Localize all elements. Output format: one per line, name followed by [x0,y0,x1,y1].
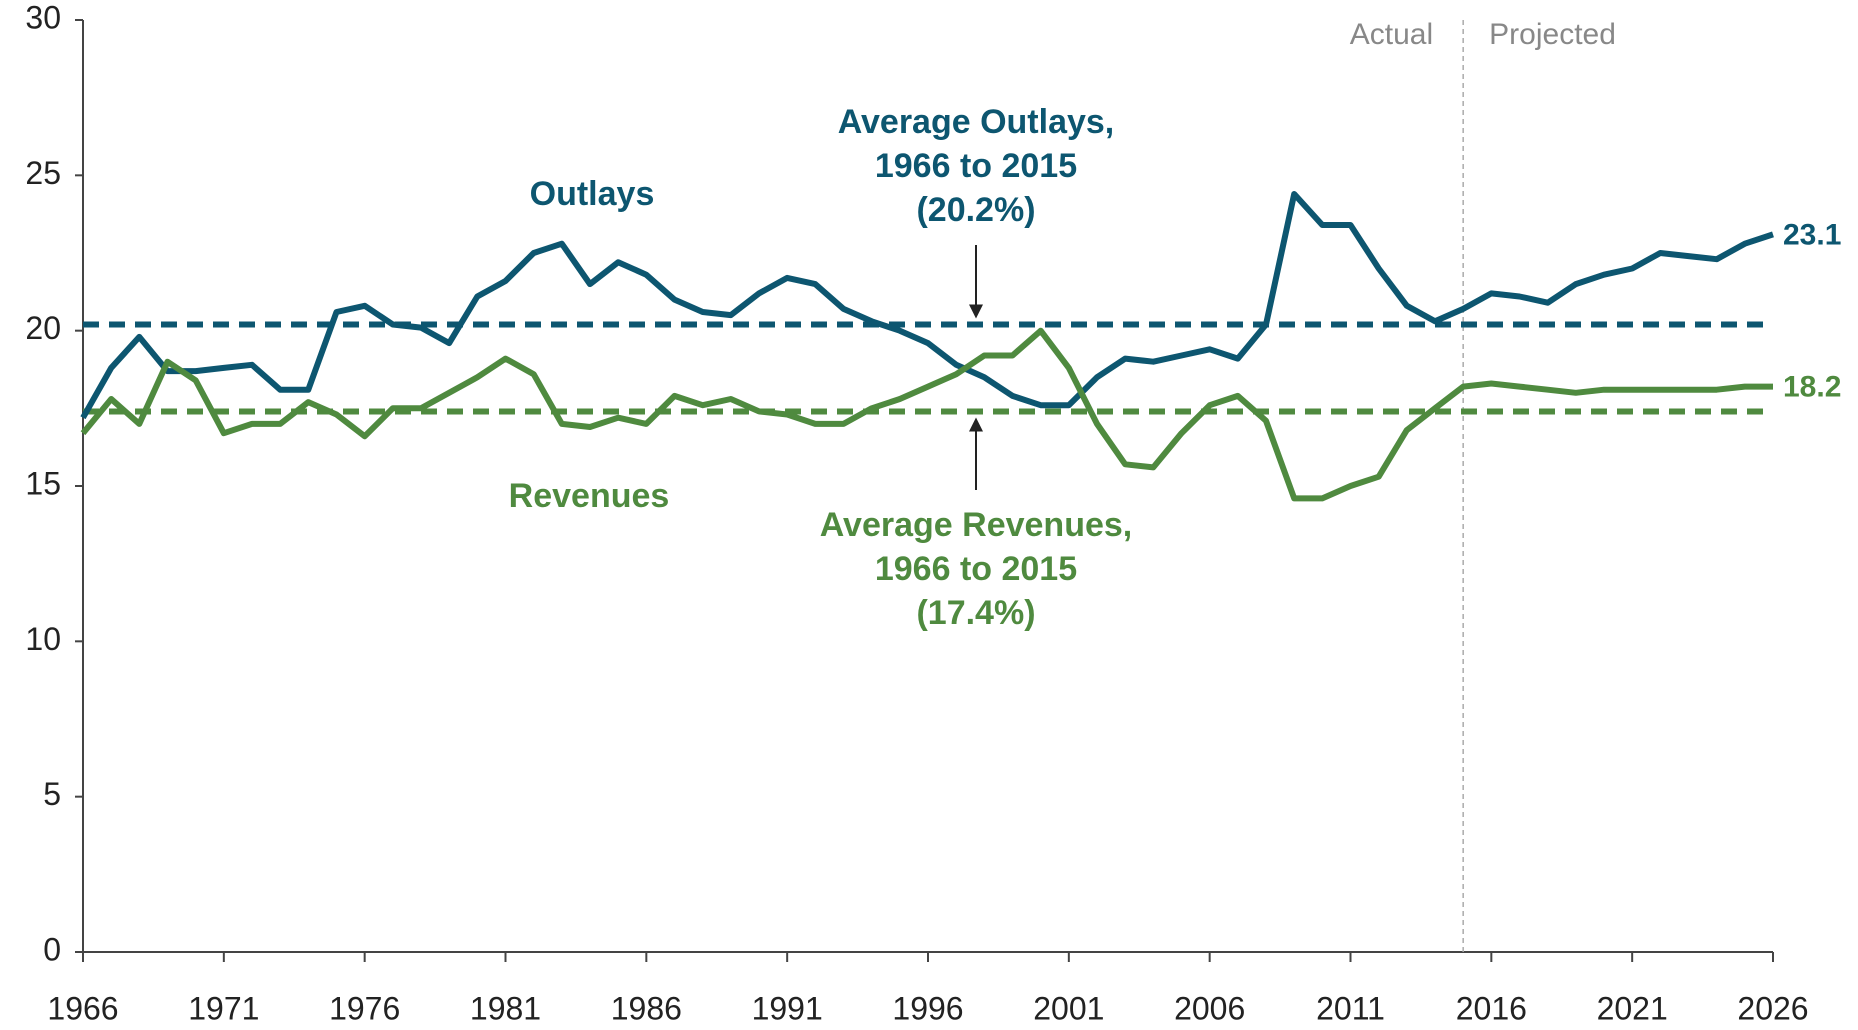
series-line [80,327,1773,502]
x-tick-label: 2026 [1737,990,1808,1026]
average-annotation: Average Revenues, [820,506,1132,544]
x-tick-label: 2001 [1033,990,1104,1026]
x-tick-label: 2021 [1597,990,1668,1026]
x-tick-label: 1966 [47,990,118,1026]
series-label: Revenues [509,477,670,515]
divider-label: Actual [1350,18,1433,51]
x-tick-label: 1991 [752,990,823,1026]
y-tick-label: 20 [25,310,61,346]
average-annotation: (20.2%) [916,191,1035,229]
x-tick-label: 1976 [329,990,400,1026]
y-tick-label: 10 [25,621,61,657]
divider-label: Projected [1489,18,1616,51]
x-tick-label: 2011 [1316,990,1385,1026]
average-annotation: 1966 to 2015 [875,550,1077,588]
y-tick-label: 30 [25,0,61,35]
y-tick-label: 0 [43,931,61,967]
average-annotation: 1966 to 2015 [875,147,1077,185]
y-tick-label: 25 [25,155,61,191]
end-label: 18.2 [1783,371,1841,404]
arrow-head [969,304,983,319]
x-tick-label: 1996 [892,990,963,1026]
y-tick-label: 15 [25,465,61,501]
x-tick-label: 1981 [470,990,541,1026]
x-tick-label: 1971 [188,990,259,1026]
x-tick-label: 2016 [1456,990,1527,1026]
x-tick-label: 1986 [611,990,682,1026]
x-tick-label: 2006 [1174,990,1245,1026]
series-line [80,191,1774,420]
arrow-head [969,417,983,432]
series-label: Outlays [530,175,655,213]
end-label: 23.1 [1783,218,1841,251]
average-annotation: Average Outlays, [838,103,1115,141]
y-tick-label: 5 [43,776,61,812]
average-annotation: (17.4%) [916,594,1035,632]
